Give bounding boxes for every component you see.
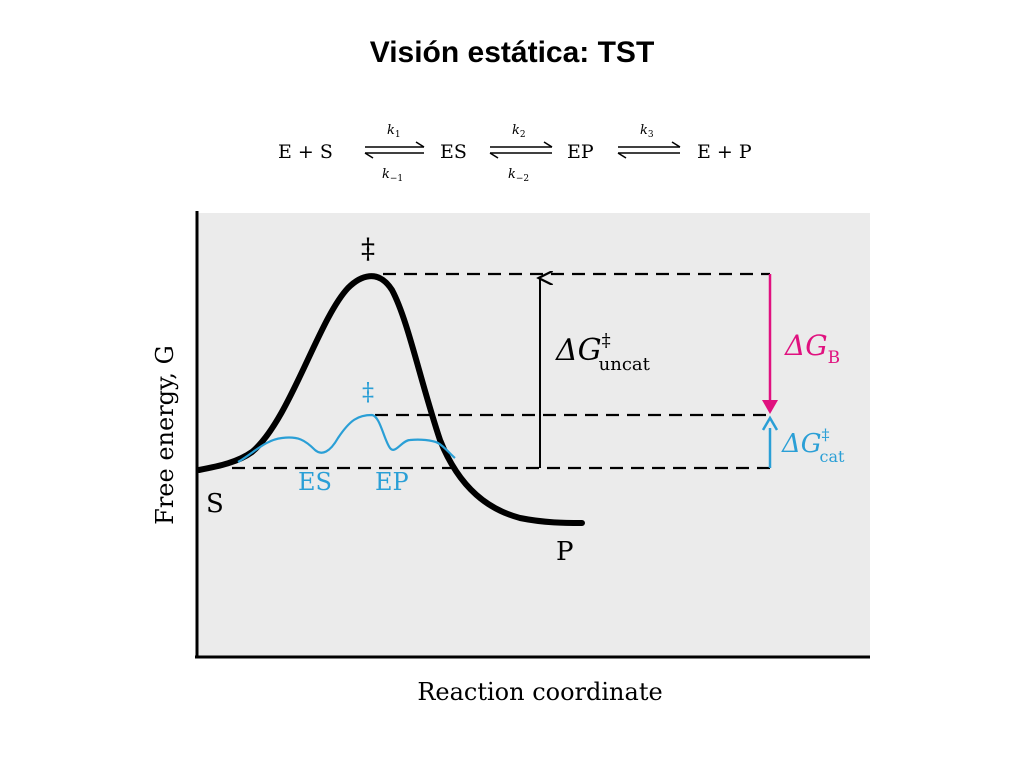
rate-k-minus-1: k−1 [382,167,403,184]
ts-uncat-dagger: ‡ [361,232,375,265]
catalyzed-curve [237,413,456,463]
reference-levels [232,272,770,470]
uncatalyzed-curve [196,273,585,526]
equilibrium-arrows-3: k3 [617,123,681,159]
scheme-e-plus-s: E + S [278,141,333,163]
delta-g-uncat-label: ΔG‡ uncat [555,330,651,375]
delta-g-cat-arrowhead [761,415,779,431]
rate-k3: k3 [640,123,654,140]
delta-g-b-arrowhead [762,400,778,414]
equilibrium-arrows-2: k2 k−2 [489,123,553,184]
slide-title: Visión estática: TST [369,36,655,69]
x-axis-label: Reaction coordinate [417,678,662,706]
label-s: S [206,489,224,519]
delta-g-b-label: ΔGB [784,329,840,368]
rate-k-minus-2: k−2 [508,167,529,184]
equilibrium-arrows-1: k1 k−1 [364,123,425,184]
rate-k1: k1 [387,123,401,140]
rate-k2: k2 [512,123,526,140]
ts-cat-dagger: ‡ [362,378,374,406]
label-p: P [556,537,574,567]
scheme-ep: EP [567,141,594,163]
plot-background [197,213,870,656]
reaction-scheme: E + S k1 k−1 ES k2 k−2 EP k3 E + P [278,123,752,184]
delta-g-cat-label: ΔG‡ cat [781,425,845,466]
y-axis-label: Free energy, G [151,345,179,525]
scheme-es: ES [440,141,467,163]
label-ep: EP [375,468,409,496]
label-es: ES [298,468,332,496]
scheme-e-plus-p: E + P [697,141,752,163]
